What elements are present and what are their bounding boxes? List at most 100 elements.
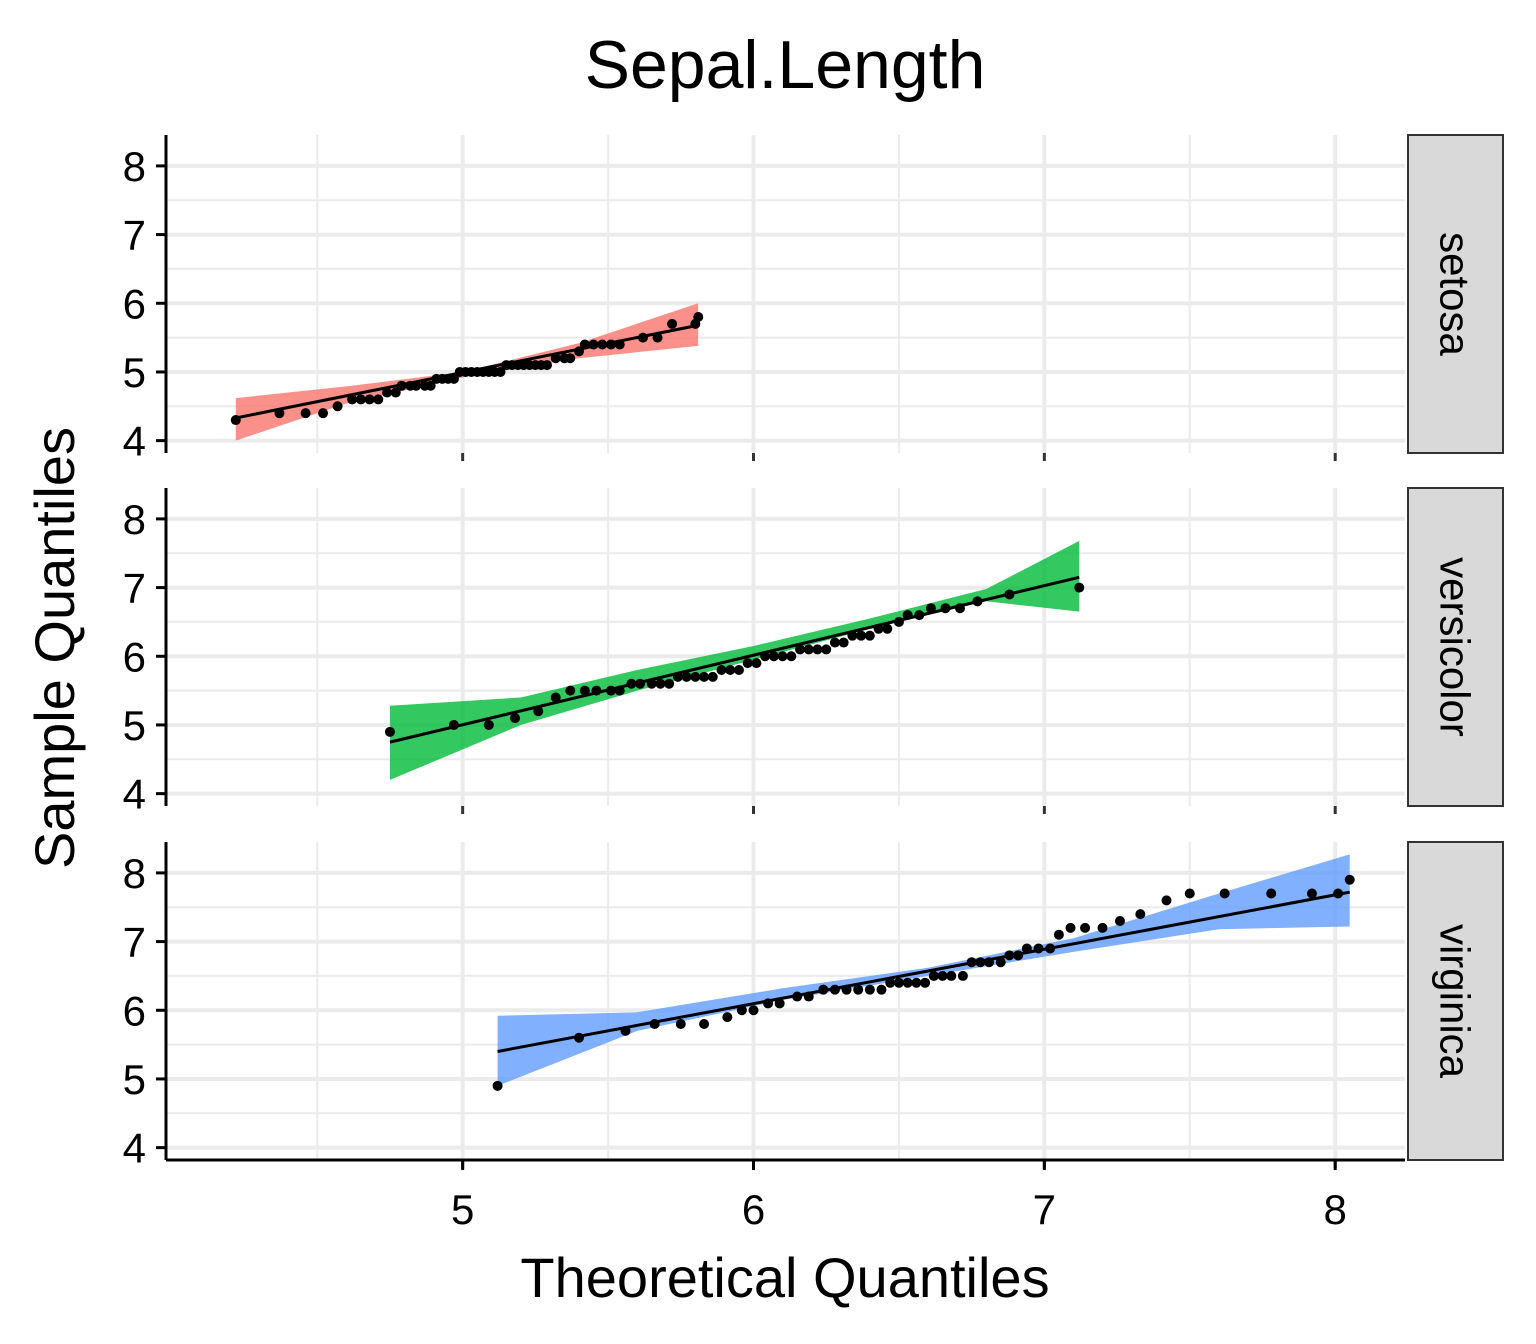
- data-point: [565, 685, 576, 696]
- data-point: [318, 408, 329, 419]
- data-point: [384, 726, 395, 737]
- data-point: [873, 623, 884, 634]
- data-point: [902, 610, 913, 621]
- data-point: [876, 984, 887, 995]
- data-point: [300, 408, 311, 419]
- y-tick-label: 7: [123, 212, 146, 259]
- facet-strip-virginica: [1407, 841, 1504, 1161]
- data-point: [574, 1032, 584, 1043]
- data-point: [483, 719, 494, 730]
- data-point: [542, 360, 553, 371]
- panel-setosa: 4 5 6 7 8 setosa: [123, 134, 1504, 465]
- data-point: [1097, 922, 1108, 933]
- data-point: [492, 1080, 503, 1091]
- data-point: [975, 957, 986, 968]
- data-point: [1135, 909, 1146, 920]
- data-point: [699, 1019, 710, 1030]
- y-tick-label: 4: [123, 1125, 146, 1172]
- data-point: [655, 678, 666, 689]
- data-point: [940, 603, 951, 614]
- data-point: [1184, 888, 1195, 899]
- data-point: [751, 658, 762, 669]
- data-point: [972, 596, 983, 607]
- data-point: [1074, 582, 1085, 593]
- data-point: [448, 373, 459, 384]
- data-point: [1344, 874, 1355, 885]
- data-point: [893, 616, 904, 627]
- data-point: [605, 685, 616, 696]
- panel-virginica: 4 5 6 7 8 virginica: [123, 841, 1504, 1172]
- data-point: [864, 630, 875, 641]
- data-point: [725, 665, 736, 676]
- data-point: [847, 630, 858, 641]
- reference-line-versicolor: [389, 575, 1080, 744]
- data-point: [882, 623, 893, 634]
- data-point: [411, 380, 422, 391]
- data-point: [716, 665, 727, 676]
- data-point: [768, 651, 779, 662]
- x-axis-label: Theoretical Quantiles: [520, 1246, 1049, 1309]
- data-point: [1306, 888, 1317, 899]
- chart-title: Sepal.Length: [585, 27, 986, 103]
- y-tick-label: 7: [123, 565, 146, 612]
- data-point: [911, 977, 922, 988]
- x-tick-label: 8: [1324, 1186, 1347, 1233]
- facet-strip-versicolor: [1407, 487, 1504, 807]
- panel-versicolor: 4 5 6 7 8 versicolor: [123, 487, 1504, 818]
- data-point: [763, 998, 774, 1009]
- y-tick-label: 6: [123, 280, 146, 327]
- data-point: [742, 658, 753, 669]
- data-point: [390, 387, 401, 398]
- data-point: [893, 977, 904, 988]
- data-point: [591, 685, 602, 696]
- data-point: [425, 380, 436, 391]
- x-tick-label: 7: [1033, 1186, 1056, 1233]
- data-point: [838, 637, 849, 648]
- data-point: [841, 984, 852, 995]
- data-point: [667, 318, 678, 329]
- data-point: [1080, 922, 1091, 933]
- data-point: [792, 991, 803, 1002]
- data-point: [646, 678, 657, 689]
- data-point: [495, 366, 506, 377]
- data-point: [1065, 922, 1076, 933]
- data-point: [614, 339, 625, 350]
- data-point: [937, 970, 948, 981]
- data-point: [693, 312, 704, 323]
- data-point: [1219, 888, 1230, 899]
- y-tick-label: 5: [123, 702, 146, 749]
- data-point: [774, 998, 785, 1009]
- data-point: [955, 603, 966, 614]
- data-point: [588, 339, 599, 350]
- data-point: [1053, 929, 1064, 940]
- x-tick-label: 5: [451, 1186, 474, 1233]
- y-axis-label: Sample Quantiles: [23, 427, 86, 869]
- data-point: [605, 339, 616, 350]
- facet-strip-label: virginica: [1432, 924, 1479, 1079]
- data-point: [736, 1005, 747, 1016]
- data-point: [396, 380, 407, 391]
- data-point: [230, 415, 241, 426]
- y-tick-label: 8: [123, 850, 146, 897]
- y-tick-label: 6: [123, 987, 146, 1034]
- facet-strip-setosa: [1407, 134, 1504, 454]
- data-point: [920, 977, 931, 988]
- data-point: [818, 984, 829, 995]
- data-point: [1333, 888, 1344, 899]
- data-point: [355, 394, 366, 405]
- data-point: [995, 957, 1006, 968]
- data-point: [373, 394, 384, 405]
- data-point: [925, 603, 936, 614]
- reference-line-virginica: [497, 890, 1351, 1053]
- data-point: [579, 339, 590, 350]
- data-point: [928, 970, 939, 981]
- data-point: [1045, 943, 1056, 954]
- y-tick-label: 8: [123, 143, 146, 190]
- data-point: [748, 1005, 759, 1016]
- data-point: [672, 671, 683, 682]
- data-point: [664, 678, 675, 689]
- data-point: [347, 394, 358, 405]
- data-point: [707, 671, 718, 682]
- data-point: [777, 651, 788, 662]
